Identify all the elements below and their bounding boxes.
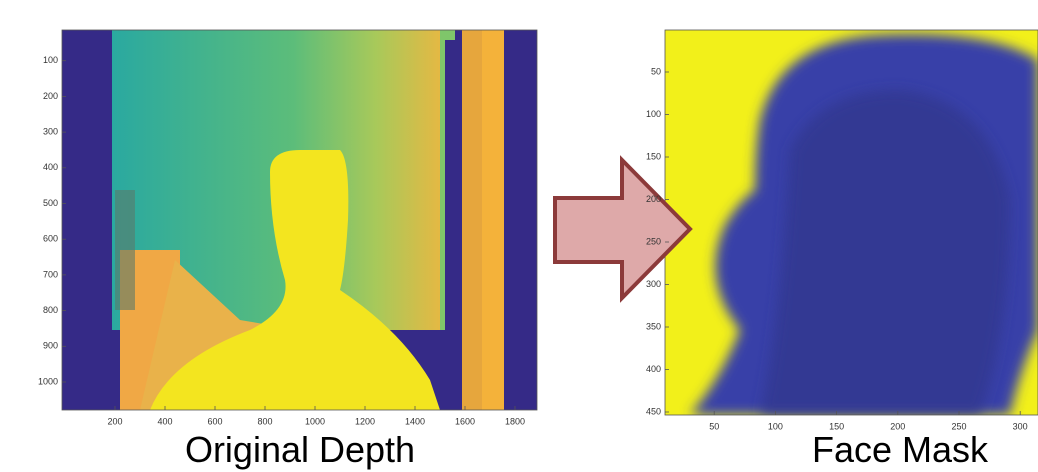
y-tick-label: 700 — [43, 269, 58, 279]
x-tick-label: 800 — [257, 416, 272, 426]
y-tick-label: 200 — [646, 194, 661, 204]
x-tick-label: 300 — [1013, 421, 1028, 431]
y-tick-label: 200 — [43, 91, 58, 101]
y-tick-label: 600 — [43, 234, 58, 244]
mask-image — [665, 30, 1038, 415]
y-tick-label: 300 — [646, 279, 661, 289]
x-tick-label: 400 — [157, 416, 172, 426]
x-tick-label: 150 — [829, 421, 844, 431]
x-tick-label: 100 — [768, 421, 783, 431]
y-tick-label: 800 — [43, 305, 58, 315]
x-tick-label: 1600 — [455, 416, 475, 426]
y-tick-label: 450 — [646, 406, 661, 416]
x-tick-label: 600 — [207, 416, 222, 426]
y-tick-label: 300 — [43, 126, 58, 136]
y-tick-label: 400 — [646, 364, 661, 374]
y-tick-label: 350 — [646, 321, 661, 331]
y-tick-label: 500 — [43, 198, 58, 208]
x-tick-label: 1000 — [305, 416, 325, 426]
caption: Original Depth — [185, 429, 415, 470]
x-tick-label: 1200 — [355, 416, 375, 426]
slide: Original Depth Face Mask 200 400 600 800 100… — [0, 0, 1038, 472]
x-tick-label: 200 — [890, 421, 905, 431]
x-tick-label: 1400 — [405, 416, 425, 426]
y-tick-label: 50 — [651, 66, 661, 76]
y-tick-label: 100 — [43, 55, 58, 65]
y-tick-label: 250 — [646, 236, 661, 246]
x-tick-label: 200 — [107, 416, 122, 426]
x-tick-label: 50 — [709, 421, 719, 431]
x-tick-label: 1800 — [505, 416, 525, 426]
y-tick-label: 100 — [646, 109, 661, 119]
caption: Face Mask — [812, 429, 989, 470]
y-tick-label: 150 — [646, 151, 661, 161]
y-tick-label: 400 — [43, 162, 58, 172]
x-tick-label: 250 — [951, 421, 966, 431]
y-tick-label: 1000 — [38, 376, 58, 386]
y-tick-label: 900 — [43, 341, 58, 351]
depth-image — [62, 30, 537, 410]
